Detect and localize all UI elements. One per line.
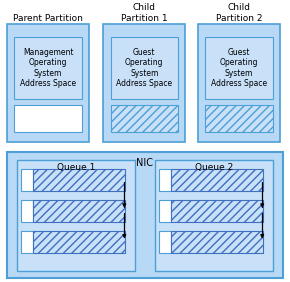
Bar [33,200,125,222]
Bar [155,160,273,271]
Bar [33,231,125,253]
Bar [205,105,273,132]
Bar [110,37,178,99]
Bar [17,160,135,271]
Bar [103,24,185,142]
Bar [21,200,33,222]
Bar [21,231,33,253]
Text: Guest
Operating
System
Address Space: Guest Operating System Address Space [116,48,172,88]
Bar [14,105,82,132]
Bar [160,231,171,253]
Bar [14,37,82,99]
Bar [171,169,263,191]
Text: Management
Operating
System
Address Space: Management Operating System Address Spac… [20,48,76,88]
Text: Parent Partition: Parent Partition [13,14,83,23]
Text: NIC: NIC [137,158,153,168]
Text: Child
Partition 2: Child Partition 2 [216,3,262,23]
Bar [160,200,171,222]
Bar [7,152,283,278]
Bar [33,169,125,191]
Bar [198,24,280,142]
Text: Queue 2: Queue 2 [195,163,233,172]
Text: Child
Partition 1: Child Partition 1 [121,3,168,23]
Bar [160,169,171,191]
Bar [110,105,178,132]
Bar [7,24,89,142]
Bar [171,231,263,253]
Bar [205,37,273,99]
Text: Queue 1: Queue 1 [57,163,95,172]
Text: Guest
Operating
System
Address Space: Guest Operating System Address Space [211,48,267,88]
Bar [171,200,263,222]
Bar [21,169,33,191]
